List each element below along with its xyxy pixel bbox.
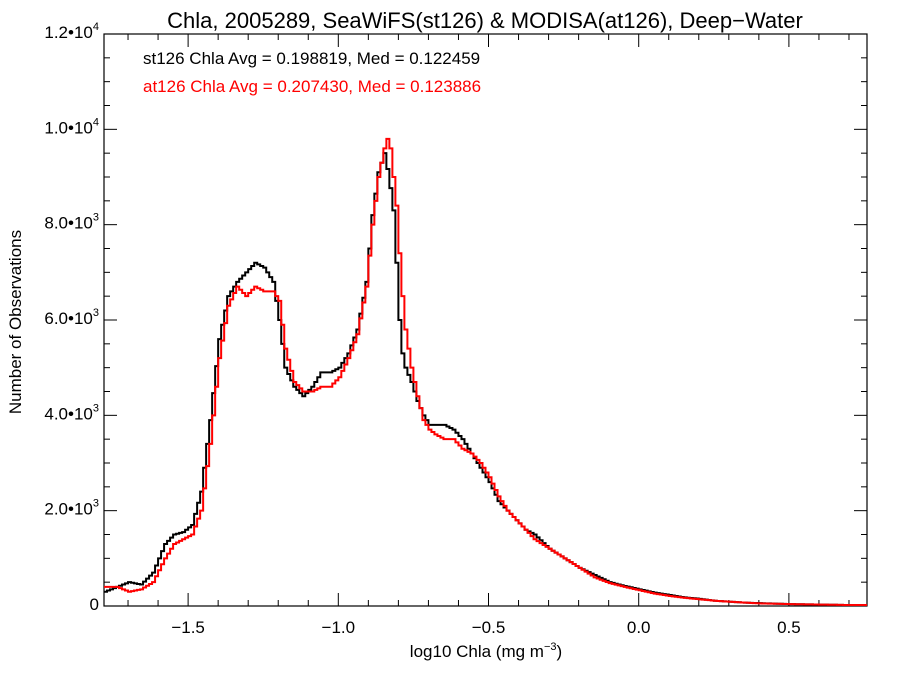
y-tick-exponent: 3	[93, 307, 99, 319]
annotation-at126: at126 Chla Avg = 0.207430, Med = 0.12388…	[143, 77, 481, 96]
y-tick-label: 4.0•103	[44, 402, 99, 423]
y-tick-mantissa: 2.0•10	[44, 500, 93, 519]
y-tick-mantissa: 1.2•10	[44, 23, 93, 42]
y-tick-exponent: 3	[93, 498, 99, 510]
series-at126-line	[104, 137, 867, 607]
y-tick-label: 2.0•103	[44, 498, 99, 519]
x-axis-label-sup: −3	[544, 641, 557, 653]
y-tick-label: 1.2•104	[44, 21, 99, 42]
x-tick-label: −1.0	[322, 618, 356, 637]
x-tick-label: 0.5	[777, 618, 801, 637]
plot-frame	[103, 33, 868, 607]
chart-title: Chla, 2005289, SeaWiFS(st126) & MODISA(a…	[167, 8, 803, 33]
y-tick-mantissa: 0	[90, 595, 99, 614]
y-tick-label: 0	[90, 595, 99, 614]
y-tick-exponent: 3	[93, 212, 99, 224]
y-tick-mantissa: 4.0•10	[44, 404, 93, 423]
y-tick-labels: 02.0•1034.0•1036.0•1038.0•1031.0•1041.2•…	[44, 21, 99, 614]
y-tick-exponent: 3	[93, 402, 99, 414]
x-tick-labels: −1.5 −1.0 −0.5 0.0 0.5	[171, 618, 800, 637]
axis-ticks	[104, 33, 867, 607]
y-tick-exponent: 4	[93, 116, 99, 128]
y-tick-mantissa: 6.0•10	[44, 309, 93, 328]
y-tick-mantissa: 1.0•10	[44, 118, 93, 137]
y-axis-label: Number of Observations	[6, 230, 25, 414]
x-axis-label-main: log10 Chla (mg m	[410, 642, 544, 661]
x-axis-label-suffix: )	[557, 642, 563, 661]
y-tick-mantissa: 8.0•10	[44, 214, 93, 233]
annotation-st126: st126 Chla Avg = 0.198819, Med = 0.12245…	[143, 49, 480, 68]
x-tick-label: 0.0	[627, 618, 651, 637]
x-axis-label: log10 Chla (mg m−3)	[410, 641, 562, 661]
y-tick-label: 1.0•104	[44, 116, 99, 137]
y-tick-label: 8.0•103	[44, 212, 99, 233]
series-group	[104, 137, 867, 607]
y-tick-label: 6.0•103	[44, 307, 99, 328]
x-tick-label: −0.5	[472, 618, 506, 637]
x-tick-label: −1.5	[171, 618, 205, 637]
y-tick-exponent: 4	[93, 21, 99, 33]
